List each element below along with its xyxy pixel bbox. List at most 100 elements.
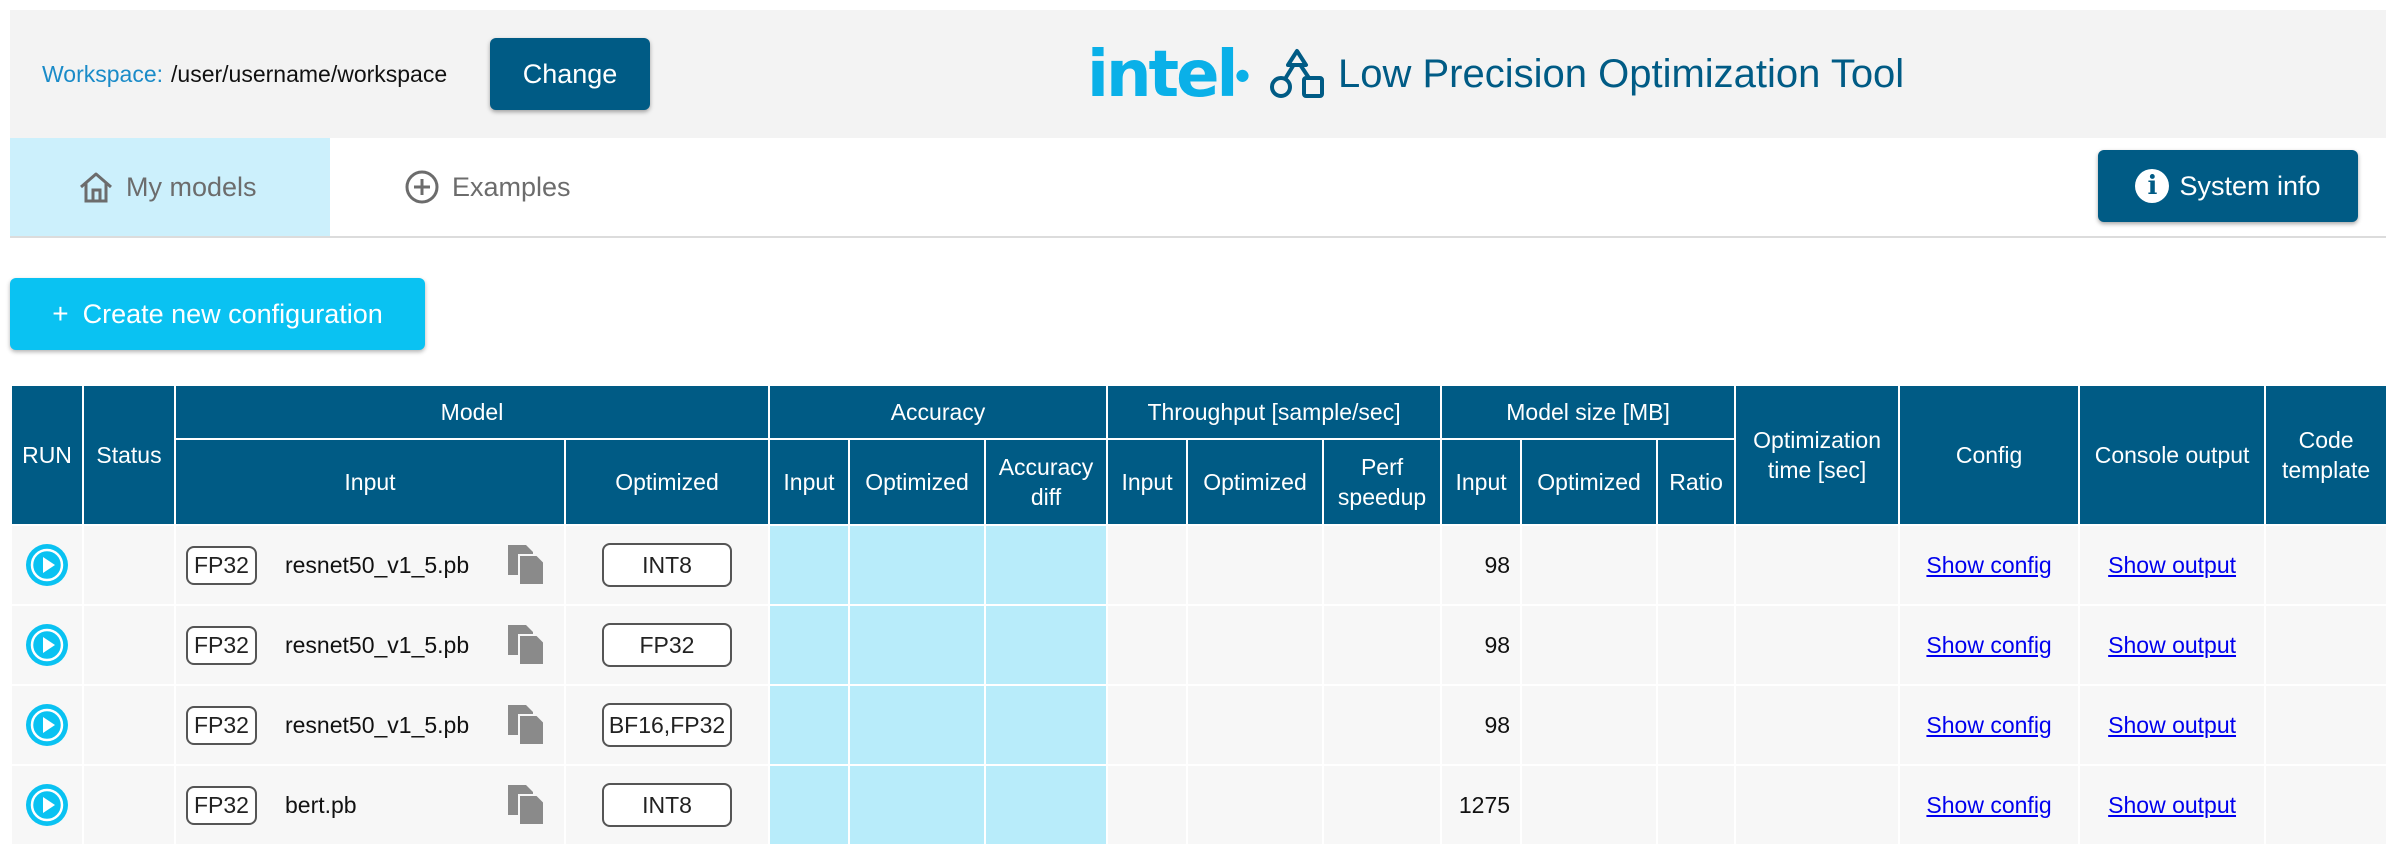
perf-speedup-cell: [1322, 524, 1443, 606]
app-title-group: Low Precision Optimization Tool: [1268, 48, 1904, 100]
code-template-cell: [2264, 684, 2389, 766]
status-cell: [82, 764, 176, 846]
optimized-precision-badge: INT8: [602, 783, 732, 827]
size-input-cell: 98: [1440, 524, 1523, 606]
size-optimized-cell: [1520, 604, 1659, 686]
col-optimization-time: Optimization time [sec]: [1734, 384, 1901, 526]
tab-label: My models: [126, 171, 257, 202]
optimization-time-cell: [1734, 684, 1901, 766]
models-table: RUN Status Model Accuracy Throughput [sa…: [10, 384, 2389, 846]
col-code-template: Code template: [2264, 384, 2389, 526]
model-name: resnet50_v1_5.pb: [284, 631, 470, 658]
code-template-cell: [2264, 604, 2389, 686]
accuracy-optimized-cell: [848, 764, 986, 846]
accuracy-optimized-cell: [848, 684, 986, 766]
create-configuration-button[interactable]: + Create new configuration: [10, 278, 425, 350]
workspace-path: /user/username/workspace: [171, 60, 448, 87]
model-optimized-cell: INT8: [564, 764, 770, 846]
header-bar: Workspace: /user/username/workspace Chan…: [10, 10, 2386, 138]
accuracy-input-cell: [768, 764, 850, 846]
col-run: RUN: [10, 384, 84, 526]
show-output-link[interactable]: Show output: [2078, 604, 2267, 686]
show-config-link[interactable]: Show config: [1898, 764, 2081, 846]
tab-my-models[interactable]: My models: [10, 138, 330, 236]
throughput-optimized-cell: [1186, 524, 1325, 606]
col-perf-speedup: Perf speedup: [1322, 438, 1443, 526]
workspace-info: Workspace: /user/username/workspace: [42, 10, 447, 138]
col-size-optimized: Optimized: [1520, 438, 1659, 526]
accuracy-diff-cell: [983, 684, 1109, 766]
status-cell: [82, 524, 176, 606]
size-optimized-cell: [1520, 684, 1659, 766]
col-throughput-input: Input: [1106, 438, 1189, 526]
code-template-cell: [2264, 764, 2389, 846]
throughput-optimized-cell: [1186, 684, 1325, 766]
size-optimized-cell: [1520, 524, 1659, 606]
model-optimized-cell: FP32: [564, 604, 770, 686]
col-throughput-optimized: Optimized: [1186, 438, 1325, 526]
perf-speedup-cell: [1322, 764, 1443, 846]
copy-icon[interactable]: [506, 783, 546, 827]
col-config: Config: [1898, 384, 2081, 526]
throughput-optimized-cell: [1186, 604, 1325, 686]
run-cell: [10, 684, 84, 766]
plus-circle-icon: [405, 170, 439, 204]
home-icon: [80, 172, 112, 203]
tab-bar: My models Examples i System info: [10, 138, 2386, 238]
play-icon[interactable]: [25, 543, 69, 587]
status-cell: [82, 604, 176, 686]
accuracy-input-cell: [768, 684, 850, 766]
size-input-cell: 98: [1440, 684, 1523, 766]
copy-icon[interactable]: [506, 543, 546, 587]
table-row: FP32 resnet50_v1_5.pb BF16,FP32 98 Show …: [10, 684, 2389, 766]
optimization-time-cell: [1734, 604, 1901, 686]
model-input-cell: FP32 bert.pb: [174, 764, 566, 846]
throughput-optimized-cell: [1186, 764, 1325, 846]
app-root: Workspace: /user/username/workspace Chan…: [10, 10, 2389, 846]
perf-speedup-cell: [1322, 604, 1443, 686]
model-input-cell: FP32 resnet50_v1_5.pb: [174, 604, 566, 686]
show-output-link[interactable]: Show output: [2078, 764, 2267, 846]
copy-icon[interactable]: [506, 623, 546, 667]
system-info-label: System info: [2179, 170, 2321, 201]
play-icon[interactable]: [25, 623, 69, 667]
play-icon[interactable]: [25, 703, 69, 747]
model-optimized-cell: BF16,FP32: [564, 684, 770, 766]
col-model-optimized: Optimized: [564, 438, 770, 526]
size-ratio-cell: [1656, 604, 1737, 686]
accuracy-input-cell: [768, 604, 850, 686]
copy-icon[interactable]: [506, 703, 546, 747]
optimization-time-cell: [1734, 764, 1901, 846]
intel-logo: intel●: [1087, 38, 1249, 112]
table-row: FP32 resnet50_v1_5.pb FP32 98 Show confi…: [10, 604, 2389, 686]
size-ratio-cell: [1656, 684, 1737, 766]
col-group-model: Model: [174, 384, 770, 440]
show-output-link[interactable]: Show output: [2078, 684, 2267, 766]
logo-text: intel: [1087, 38, 1238, 112]
col-size-input: Input: [1440, 438, 1523, 526]
throughput-input-cell: [1106, 524, 1189, 606]
throughput-input-cell: [1106, 684, 1189, 766]
input-precision-badge: FP32: [186, 545, 257, 585]
col-group-accuracy: Accuracy: [767, 384, 1109, 440]
workspace-label: Workspace:: [42, 60, 164, 87]
play-icon[interactable]: [25, 783, 69, 827]
table-row: FP32 bert.pb INT8 1275 Show config Show …: [10, 764, 2389, 846]
create-label: Create new configuration: [82, 298, 383, 329]
tab-examples[interactable]: Examples: [404, 138, 571, 236]
show-config-link[interactable]: Show config: [1898, 684, 2081, 766]
optimized-precision-badge: BF16,FP32: [602, 703, 732, 747]
accuracy-input-cell: [768, 524, 850, 606]
show-config-link[interactable]: Show config: [1898, 524, 2081, 606]
input-precision-badge: FP32: [186, 625, 257, 665]
model-name: resnet50_v1_5.pb: [284, 551, 470, 578]
show-output-link[interactable]: Show output: [2078, 524, 2267, 606]
model-input-cell: FP32 resnet50_v1_5.pb: [174, 684, 566, 766]
app-title: Low Precision Optimization Tool: [1338, 51, 1905, 96]
show-config-link[interactable]: Show config: [1898, 604, 2081, 686]
model-input-cell: FP32 resnet50_v1_5.pb: [174, 524, 566, 606]
change-workspace-button[interactable]: Change: [490, 38, 650, 110]
system-info-button[interactable]: i System info: [2098, 150, 2358, 222]
size-input-cell: 1275: [1440, 764, 1523, 846]
col-status: Status: [82, 384, 176, 526]
